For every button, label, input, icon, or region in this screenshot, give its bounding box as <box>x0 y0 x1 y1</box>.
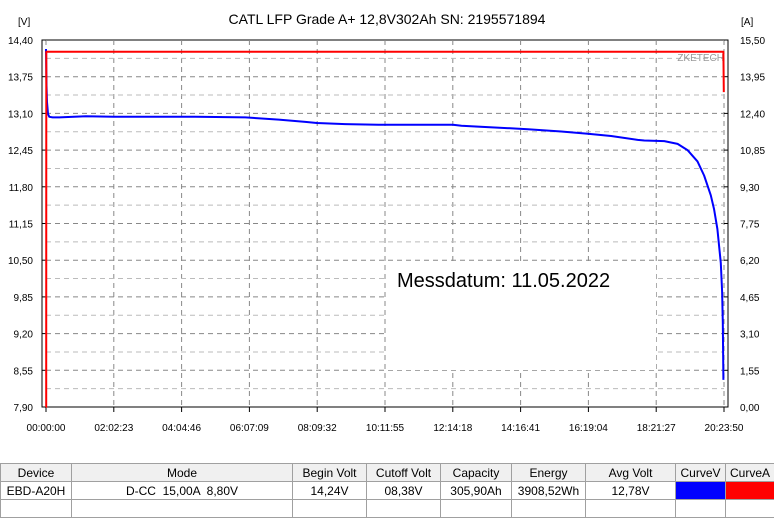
series-curvev <box>45 48 725 380</box>
y-right-tick-label: 4,65 <box>740 293 760 304</box>
table-header-row: Device Mode Begin Volt Cutoff Volt Capac… <box>0 463 774 482</box>
x-tick-label: 10:11:55 <box>366 423 405 434</box>
series-curvea <box>45 50 725 408</box>
x-tick-label: 12:14:18 <box>433 423 472 434</box>
cell-capacity: 305,90Ah <box>440 481 512 500</box>
y-left-tick-label: 11,15 <box>9 220 34 231</box>
x-tick-label: 06:07:09 <box>230 423 269 434</box>
table-blank-row <box>0 499 774 518</box>
y-left-tick-label: 14,40 <box>8 36 33 47</box>
x-tick-label: 14:16:41 <box>501 423 540 434</box>
x-tick-label: 00:00:00 <box>27 423 66 434</box>
y-right-tick-label: 0,00 <box>740 403 760 414</box>
cell-mode: D-CC 15,00A 8,80V <box>71 481 293 500</box>
y-right-tick-label: 10,85 <box>740 146 765 157</box>
col-curve-v: CurveV <box>675 463 726 482</box>
cell-avg-volt: 12,78V <box>585 481 676 500</box>
series <box>45 48 725 408</box>
swatch-curve-v <box>675 481 726 500</box>
y-left-tick-label: 11,80 <box>9 183 34 194</box>
y-right-tick-label: 3,10 <box>740 330 760 341</box>
cell-device: EBD-A20H <box>0 481 72 500</box>
swatch-curve-a <box>725 481 774 500</box>
y-right-tick-label: 9,30 <box>740 183 760 194</box>
y-left-tick-label: 10,50 <box>8 256 33 267</box>
col-begin-volt: Begin Volt <box>292 463 367 482</box>
y-left-unit: [V] <box>18 17 30 28</box>
y-right-tick-label: 6,20 <box>740 256 760 267</box>
curve-a-swatch <box>726 482 774 499</box>
x-tick-label: 04:04:46 <box>162 423 201 434</box>
watermark: ZKETECH <box>677 53 724 64</box>
y-left-tick-label: 9,85 <box>14 293 34 304</box>
y-left-tick-label: 13,75 <box>8 73 33 84</box>
y-left-tick-label: 7,90 <box>14 403 34 414</box>
col-curve-a: CurveA <box>725 463 774 482</box>
y-left-tick-label: 12,45 <box>8 146 33 157</box>
ticks <box>42 39 728 412</box>
chart: CATL LFP Grade A+ 12,8V302Ah SN: 2195571… <box>8 11 765 434</box>
x-tick-label: 16:19:04 <box>569 423 608 434</box>
x-tick-label: 20:23:50 <box>705 423 744 434</box>
x-tick-label: 02:02:23 <box>94 423 133 434</box>
col-mode: Mode <box>71 463 293 482</box>
grid <box>45 40 725 407</box>
chart-title: CATL LFP Grade A+ 12,8V302Ah SN: 2195571… <box>229 11 546 27</box>
y-right-tick-label: 7,75 <box>740 220 760 231</box>
y-right-tick-label: 12,40 <box>740 109 765 120</box>
col-avg-volt: Avg Volt <box>585 463 676 482</box>
x-tick-label: 08:09:32 <box>298 423 337 434</box>
col-cutoff-volt: Cutoff Volt <box>366 463 441 482</box>
y-right-tick-label: 15,50 <box>740 36 765 47</box>
x-tick-label: 18:21:27 <box>637 423 676 434</box>
y-left-tick-label: 9,20 <box>14 330 34 341</box>
y-right-tick-label: 13,95 <box>740 73 765 84</box>
cell-energy: 3908,52Wh <box>511 481 586 500</box>
curve-v-swatch <box>676 482 725 499</box>
col-device: Device <box>0 463 72 482</box>
y-right-unit: [A] <box>741 17 753 28</box>
cell-cutoff-volt: 08,38V <box>366 481 441 500</box>
y-left-tick-label: 13,10 <box>8 109 33 120</box>
col-capacity: Capacity <box>440 463 512 482</box>
table-row: EBD-A20H D-CC 15,00A 8,80V 14,24V 08,38V… <box>0 481 774 500</box>
y-right-tick-label: 1,55 <box>740 366 760 377</box>
col-energy: Energy <box>511 463 586 482</box>
cell-begin-volt: 14,24V <box>292 481 367 500</box>
tick-labels: 00:00:00 02:02:23 04:04:46 06:07:09 08:09:32… <box>8 36 765 434</box>
y-left-tick-label: 8,55 <box>14 366 34 377</box>
annotation-box <box>386 262 656 370</box>
summary-table: Device Mode Begin Volt Cutoff Volt Capac… <box>0 463 774 518</box>
annotation-text: Messdatum: 11.05.2022 <box>397 270 610 292</box>
